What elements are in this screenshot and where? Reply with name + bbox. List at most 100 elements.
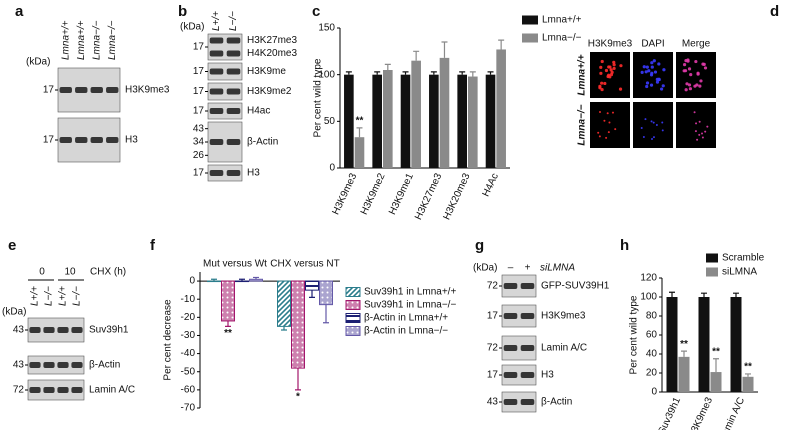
legend-label: β-Actin in Lmna+/+ <box>364 313 448 324</box>
blot-band <box>503 283 518 289</box>
y-tick-label: 100 <box>640 292 657 303</box>
nucleus-spot <box>687 83 692 87</box>
nucleus-spot <box>650 120 653 123</box>
blot-band <box>226 68 241 75</box>
legend-label: Suv39h1 in Lmna+/+ <box>364 287 456 298</box>
blot-band <box>29 387 41 393</box>
blot-band <box>71 327 83 333</box>
error-bar <box>225 320 231 327</box>
nucleus-spot <box>645 81 650 85</box>
blot-band <box>43 387 55 393</box>
marker-label: 43 <box>13 325 25 336</box>
blot-band <box>209 139 224 145</box>
panel-letter: a <box>15 3 24 20</box>
blot-band <box>59 137 72 143</box>
nucleus-spot <box>607 131 610 134</box>
blot-band <box>520 399 535 405</box>
nucleus-spot <box>661 84 665 88</box>
blot-band <box>43 327 55 333</box>
nucleus-spot <box>614 128 617 131</box>
nucleus-spot <box>696 138 699 141</box>
error-bar <box>211 278 217 282</box>
y-tick-label: -60 <box>181 385 196 396</box>
nucleus-spot <box>701 132 704 135</box>
nucleus-spot <box>693 111 696 114</box>
protein-label: H3 <box>541 370 554 381</box>
bar <box>710 372 722 392</box>
nucleus-spot <box>650 65 654 69</box>
marker-label: 72 <box>13 385 25 396</box>
panel-letter: g <box>475 237 484 254</box>
blot-band <box>106 87 119 93</box>
nucleus-spot <box>599 65 603 69</box>
error-bar <box>459 71 466 75</box>
nucleus-spot <box>612 63 616 67</box>
panel-letter: f <box>150 237 156 254</box>
y-tick-label: -40 <box>181 348 196 359</box>
legend-swatch <box>345 313 361 323</box>
legend-label: Suv39h1 in Lmna−/− <box>364 300 456 311</box>
nucleus-spot <box>651 138 654 141</box>
protein-label: GFP-SUV39H1 <box>541 281 610 292</box>
blot-band <box>29 362 41 368</box>
blot-band <box>226 139 241 145</box>
error-bar <box>498 39 505 50</box>
channel-label: DAPI <box>641 39 664 50</box>
annotation: ** <box>712 346 720 357</box>
error-bar <box>733 292 739 297</box>
channel-label: H3K9me3 <box>588 39 633 50</box>
bar <box>235 280 249 283</box>
nucleus-spot <box>618 87 623 91</box>
protein-label: H3K9me3 <box>125 85 170 96</box>
y-tick-label: 20 <box>646 368 658 379</box>
legend-label: β-Actin in Lmna−/− <box>364 326 448 337</box>
y-tick-label: 120 <box>640 273 657 284</box>
blot-band <box>226 108 241 114</box>
nucleus-spot <box>603 81 607 86</box>
blot-band <box>503 372 518 378</box>
bar <box>496 49 506 168</box>
nucleus-spot <box>642 135 645 138</box>
bar <box>457 74 467 168</box>
category-label: CHX versus NT <box>270 259 339 270</box>
legend-swatch <box>345 300 361 310</box>
y-tick-label: -20 <box>181 312 196 323</box>
nucleus-spot <box>649 83 654 87</box>
nucleus-spot <box>608 121 611 124</box>
blot-band <box>71 362 83 368</box>
blot-band <box>226 50 241 57</box>
bar <box>344 74 354 168</box>
nucleus-spot <box>689 73 693 77</box>
blot-band <box>75 137 88 143</box>
blot-band <box>520 345 535 351</box>
lane-label: Lmna+/+ <box>76 20 87 60</box>
nucleus-spot <box>695 83 699 87</box>
error-bar <box>745 373 751 377</box>
nucleus-spot <box>662 68 666 72</box>
blot-band <box>503 345 518 351</box>
y-tick-label: 60 <box>646 330 658 341</box>
nucleus-spot <box>698 84 702 88</box>
legend-swatch <box>345 326 361 336</box>
nucleus-spot <box>612 66 616 71</box>
lane-label: Lmna−/− <box>107 20 118 60</box>
lane-label: Lmna−/− <box>91 20 102 60</box>
y-tick-label: 40 <box>646 349 658 360</box>
protein-label: H3 <box>125 135 138 146</box>
nucleus-spot <box>619 64 623 68</box>
nucleus-spot <box>695 122 698 125</box>
bar <box>400 74 411 168</box>
marker-label: 17 <box>193 106 205 117</box>
nucleus-spot <box>694 130 697 133</box>
blot-band <box>209 170 224 176</box>
blot-band <box>57 327 69 333</box>
nucleus-spot <box>652 59 656 63</box>
nucleus-spot <box>647 69 651 73</box>
bar <box>354 137 365 168</box>
y-tick-label: 50 <box>324 116 336 127</box>
marker-label: 17 <box>43 135 55 146</box>
marker-label: 17 <box>43 85 55 96</box>
nucleus-spot <box>605 136 608 139</box>
nucleus-spot <box>611 111 614 114</box>
nucleus-spot <box>686 58 690 62</box>
